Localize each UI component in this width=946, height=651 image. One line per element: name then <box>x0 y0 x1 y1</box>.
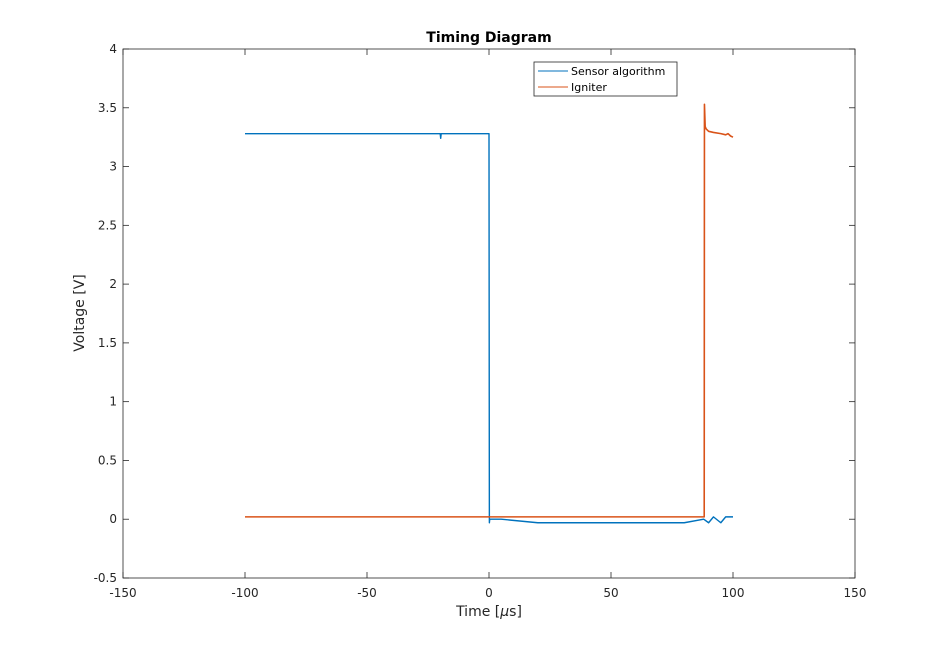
chart-title: Timing Diagram <box>426 30 551 46</box>
legend: Sensor algorithm Igniter <box>533 61 678 97</box>
x-tick-label: -50 <box>357 586 377 600</box>
y-tick-label: 1 <box>109 395 117 409</box>
x-axis-label-mu: μ <box>499 604 509 620</box>
y-axis-label: Voltage [V] <box>72 274 88 351</box>
y-tick-label: 0 <box>109 512 117 526</box>
series-line-igniter <box>245 103 734 518</box>
y-tick-label: 2.5 <box>98 218 117 232</box>
legend-label-igniter: Igniter <box>571 81 607 94</box>
y-tick-label: 0.5 <box>98 453 117 467</box>
x-tick-label: 50 <box>603 586 618 600</box>
x-tick-label: -100 <box>231 586 258 600</box>
x-axis-label-suffix: s] <box>509 604 522 620</box>
x-tick-label: 0 <box>485 586 493 600</box>
x-tick-label: 100 <box>722 586 745 600</box>
x-axis-label-prefix: Time [ <box>455 604 500 620</box>
y-tick-label: 3.5 <box>98 101 117 115</box>
y-tick-label: 1.5 <box>98 336 117 350</box>
x-axis-label: Time [μs] <box>455 604 522 620</box>
x-tick-label: 150 <box>844 586 867 600</box>
legend-label-sensor-algorithm: Sensor algorithm <box>571 65 665 78</box>
series-line-sensor-algorithm <box>245 132 733 524</box>
y-tick-label: 4 <box>109 42 117 56</box>
y-tick-label: 3 <box>109 160 117 174</box>
y-tick-label: -0.5 <box>94 571 117 585</box>
y-tick-label: 2 <box>109 277 117 291</box>
series-layer <box>245 103 734 524</box>
x-tick-label: -150 <box>109 586 136 600</box>
legend-box <box>533 61 678 97</box>
ticks-layer: -150 -100 -50 0 50 100 150 -0.5 0 0.5 1 1.5 2 2.5 3 3.5… <box>94 42 867 600</box>
